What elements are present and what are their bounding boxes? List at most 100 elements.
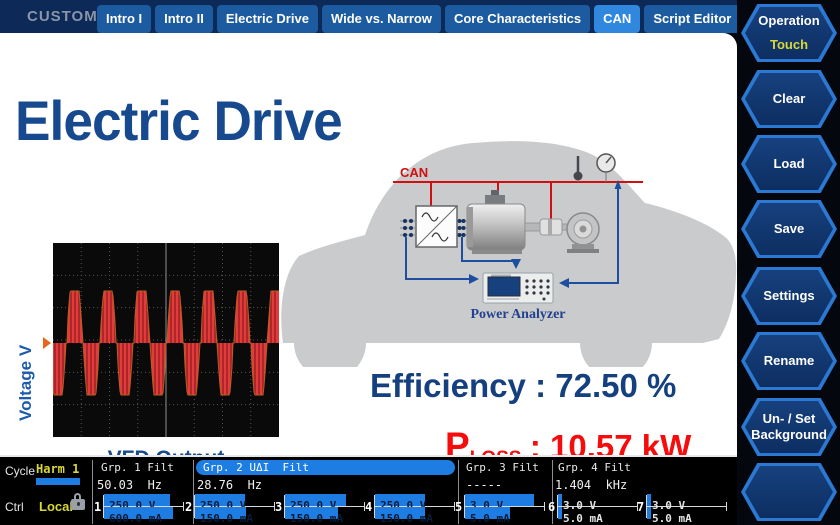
lock-icon[interactable] — [71, 493, 85, 510]
tab-core-characteristics[interactable]: Core Characteristics — [444, 5, 591, 33]
channel-3-range[interactable]: 3 250.0 V 150.0 mA — [275, 491, 365, 525]
settings-button[interactable]: Settings — [741, 267, 837, 325]
tab-electric-drive[interactable]: Electric Drive — [216, 5, 318, 33]
channel-number: 1 — [94, 500, 102, 514]
channel-number: 3 — [275, 500, 283, 514]
divider — [458, 460, 459, 524]
settings-button-label: Settings — [763, 287, 815, 303]
inverter-icon — [415, 205, 458, 248]
hex-fill — [745, 401, 833, 453]
ctrl-mode-value[interactable]: Local — [39, 499, 73, 514]
page-title: Electric Drive — [15, 89, 343, 152]
tab-wide-vs-narrow[interactable]: Wide vs. Narrow — [321, 5, 441, 33]
clear-button[interactable]: Clear — [741, 70, 837, 128]
group-4-header[interactable]: Grp. 4 Filt — [558, 461, 631, 474]
tab-bar: CUSTOM Intro I Intro II Electric Drive W… — [0, 0, 741, 33]
tab-intro-i[interactable]: Intro I — [97, 5, 152, 33]
tab-script-editor[interactable]: Script Editor — [644, 5, 741, 33]
can-arrow-up — [614, 180, 622, 189]
custom-screen-content: CAN — [0, 33, 737, 470]
custom-screen-label: CUSTOM — [27, 8, 98, 25]
rename-button[interactable]: Rename — [741, 332, 837, 390]
current-range-value: 150.0 mA — [200, 512, 253, 525]
hex-fill — [745, 138, 833, 190]
divider — [193, 460, 194, 524]
phase-taps-mid — [457, 219, 467, 237]
unset-background-button[interactable]: Un- / Set Background — [741, 398, 837, 456]
softkey-sidebar: Operation Touch Clear Load Save Settings… — [737, 0, 840, 525]
channel-1-range[interactable]: 1 250.0 V 600.0 mA — [94, 491, 184, 525]
thermometer-icon — [573, 156, 583, 182]
channel-2-range[interactable]: 2 250.0 V 150.0 mA — [185, 491, 275, 525]
group-3-frequency: ----- — [466, 478, 503, 492]
chart-y-axis-label: Voltage V — [16, 344, 35, 421]
channel-number: 2 — [185, 500, 193, 514]
vfd-waveform-chart — [52, 243, 279, 437]
power-analyzer-label: Power Analyzer — [471, 307, 566, 322]
efficiency-readout: Efficiency : 72.50 % — [370, 367, 676, 405]
cycle-progress-bar — [36, 478, 80, 485]
empty-softkey-button[interactable] — [741, 463, 837, 521]
clear-button-label: Clear — [772, 90, 806, 106]
tab-can[interactable]: CAN — [594, 5, 641, 33]
channel-number: 7 — [637, 500, 645, 514]
current-range-value: 150.0 mA — [380, 512, 433, 525]
hex-fill — [745, 466, 833, 518]
group-1-frequency: 50.03 Hz — [97, 478, 163, 492]
current-range-value: 150.0 mA — [290, 512, 343, 525]
save-button-label: Save — [773, 220, 805, 236]
load-button[interactable]: Load — [741, 135, 837, 193]
cycle-label: Cycle — [5, 464, 36, 478]
efficiency-label: Efficiency : — [370, 367, 547, 404]
car-silhouette — [281, 141, 737, 367]
tab-strip: Intro I Intro II Electric Drive Wide vs.… — [97, 5, 741, 33]
current-range-value: 600.0 mA — [109, 512, 162, 525]
channel-7-range[interactable]: 7 3.0 V 5.0 mA — [637, 491, 727, 525]
unset-background-button-label: Un- / Set Background — [751, 410, 827, 442]
hex-fill — [745, 73, 833, 125]
divider — [92, 460, 93, 524]
current-range-value: 5.0 mA — [652, 512, 692, 525]
electric-drive-diagram: CAN — [281, 141, 737, 367]
hex-fill — [745, 270, 833, 322]
hex-fill — [745, 335, 833, 387]
channel-number: 6 — [548, 500, 556, 514]
group-2-header[interactable]: Grp. 2 UΔI Filt — [196, 460, 455, 475]
hex-fill — [745, 203, 833, 255]
channel-number: 5 — [455, 500, 463, 514]
group-3-header[interactable]: Grp. 3 Filt — [466, 461, 539, 474]
channel-6-range[interactable]: 6 3.0 V 5.0 mA — [548, 491, 638, 525]
operation-button[interactable]: Operation Touch — [741, 4, 837, 62]
gauge-icon — [596, 153, 616, 182]
group-4-frequency: 1.404 kHz — [555, 478, 628, 492]
channel-5-range[interactable]: 5 3.0 V 5.0 mA — [455, 491, 545, 525]
measurement-wiring — [405, 187, 619, 288]
group-2-frequency: 28.76 Hz — [197, 478, 263, 492]
efficiency-value: 72.50 % — [555, 367, 677, 404]
power-analyzer-icon — [482, 272, 554, 304]
load-machine-icon — [566, 212, 600, 253]
tab-intro-ii[interactable]: Intro II — [155, 5, 213, 33]
motor-icon — [466, 190, 541, 254]
current-range-value: 5.0 mA — [470, 512, 510, 525]
rename-button-label: Rename — [763, 352, 815, 368]
ctrl-label: Ctrl — [5, 500, 24, 514]
status-bar: Cycle Harm 1 Ctrl Local Grp. 1 Filt 50.0… — [0, 455, 737, 525]
trigger-marker-icon — [43, 337, 51, 349]
operation-mode-value: Touch — [769, 36, 809, 52]
divider — [552, 460, 553, 524]
load-button-label: Load — [773, 155, 805, 171]
operation-button-label: Operation — [758, 13, 820, 29]
channel-number: 4 — [365, 500, 373, 514]
voltage-range-value: 3.0 V — [652, 499, 686, 512]
voltage-range-value: 3.0 V — [563, 499, 597, 512]
save-button[interactable]: Save — [741, 200, 837, 258]
can-bus-label: CAN — [400, 165, 428, 180]
phase-taps-left — [400, 219, 416, 237]
current-range-value: 5.0 mA — [563, 512, 603, 525]
hex-fill — [745, 7, 833, 59]
group-1-header[interactable]: Grp. 1 Filt — [101, 461, 174, 474]
channel-4-range[interactable]: 4 250.0 V 150.0 mA — [365, 491, 455, 525]
cycle-mode-value[interactable]: Harm 1 — [36, 462, 80, 476]
